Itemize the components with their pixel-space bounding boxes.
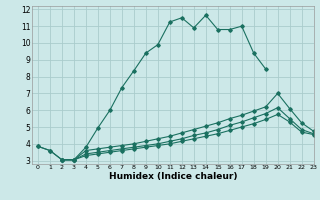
X-axis label: Humidex (Indice chaleur): Humidex (Indice chaleur) [108, 172, 237, 181]
